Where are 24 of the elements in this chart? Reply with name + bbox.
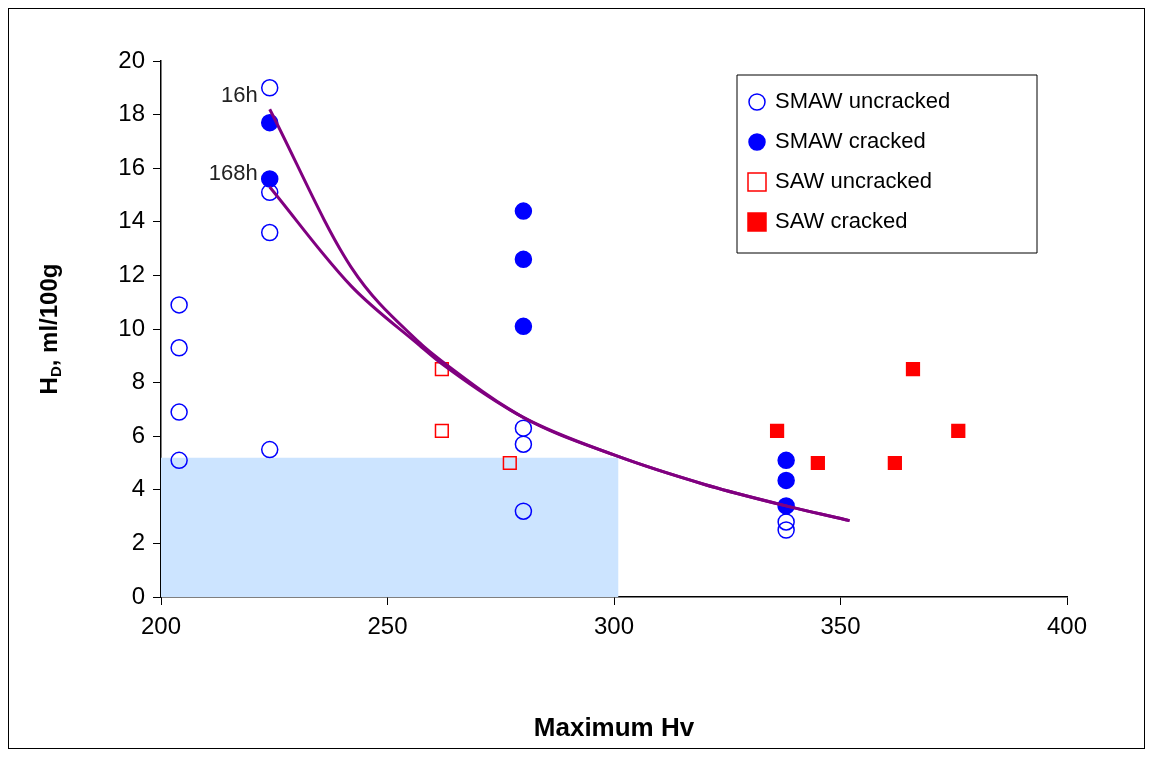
- y-tick-label: 4: [131, 474, 145, 502]
- x-tick-label: 350: [820, 612, 861, 640]
- y-tick-label: 0: [131, 581, 145, 609]
- y-tick-label: 8: [131, 367, 145, 395]
- y-tick-label: 10: [118, 313, 145, 341]
- y-tick-label: 14: [118, 206, 145, 234]
- y-tick-label: 20: [118, 45, 145, 73]
- legend-label: SAW cracked: [775, 208, 908, 234]
- annotation: 16h: [221, 82, 258, 108]
- y-axis-title: HD, ml/100g: [35, 263, 64, 395]
- x-tick-label: 250: [367, 612, 408, 640]
- y-tick-label: 12: [118, 260, 145, 288]
- x-tick-label: 200: [140, 612, 182, 640]
- x-tick-label: 300: [593, 612, 635, 640]
- y-tick-label: 16: [118, 152, 145, 180]
- y-tick-label: 6: [131, 420, 145, 448]
- legend-label: SAW uncracked: [775, 168, 932, 194]
- legend-label: SMAW cracked: [775, 128, 926, 154]
- annotation: 168h: [208, 160, 258, 186]
- y-tick-label: 18: [118, 99, 145, 127]
- x-axis-title: Maximum Hv: [533, 711, 695, 742]
- legend-label: SMAW uncracked: [775, 88, 951, 114]
- x-tick-label: 400: [1046, 612, 1088, 640]
- y-tick-label: 2: [131, 528, 145, 556]
